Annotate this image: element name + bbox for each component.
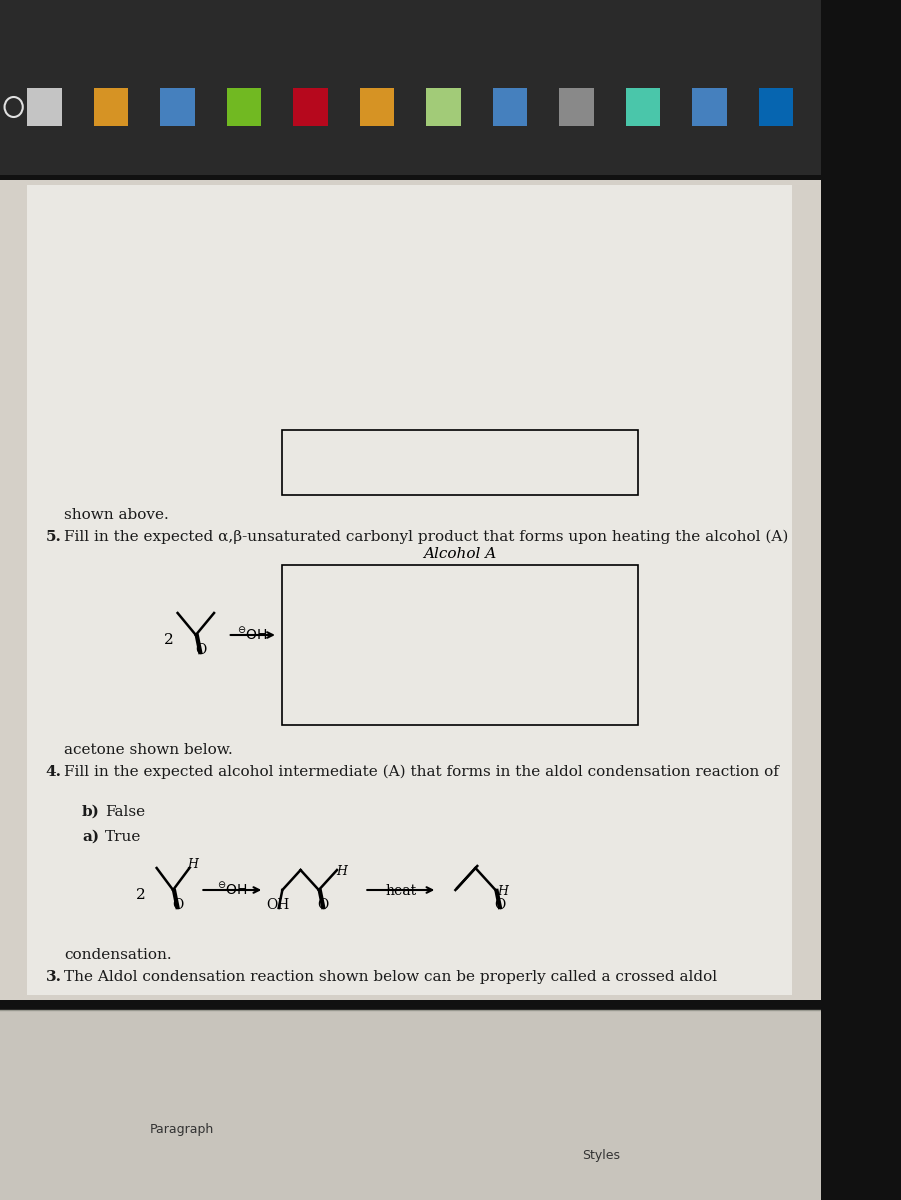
Text: False: False [105,805,145,818]
Text: shown above.: shown above. [64,508,168,522]
Text: condensation.: condensation. [64,948,171,962]
Text: Paragraph: Paragraph [150,1123,214,1136]
Bar [625,88,660,126]
Text: The Aldol condensation reaction shown below can be properly called a crossed ald: The Aldol condensation reaction shown be… [64,970,717,984]
Bar [27,88,62,126]
Text: OH: OH [266,898,289,912]
Text: H: H [336,865,347,878]
Text: $^{\ominus}$OH: $^{\ominus}$OH [237,626,268,643]
Text: 3.: 3. [46,970,61,984]
Bar [359,88,395,126]
Text: True: True [105,830,141,844]
Text: Fill in the expected α,β-unsaturated carbonyl product that forms upon heating th: Fill in the expected α,β-unsaturated car… [64,530,788,545]
Bar [759,88,793,126]
Bar [160,88,195,126]
Bar [227,88,261,126]
Text: b): b) [82,805,100,818]
Text: H: H [497,886,508,898]
Text: O: O [495,898,505,912]
Text: Fill in the expected alcohol intermediate (A) that forms in the aldol condensati: Fill in the expected alcohol intermediat… [64,766,778,779]
Text: $^{\ominus}$OH: $^{\ominus}$OH [217,881,248,898]
Text: O: O [172,898,183,912]
Bar [94,88,129,126]
Bar [0,180,821,1000]
Bar [560,88,594,126]
Text: heat: heat [386,884,416,898]
Text: 4.: 4. [46,766,61,779]
Bar [426,88,461,126]
Text: 5.: 5. [46,530,61,544]
Bar [282,565,638,725]
Bar [0,1010,821,1200]
Text: acetone shown below.: acetone shown below. [64,743,232,757]
Bar [27,185,792,995]
Text: Styles: Styles [582,1148,620,1162]
Text: 2: 2 [164,634,173,647]
Text: a): a) [82,830,99,844]
Bar [493,88,527,126]
Text: 2: 2 [136,888,146,902]
Bar [0,0,821,175]
Text: Alcohol A: Alcohol A [423,547,496,560]
Bar [282,430,638,494]
Text: O: O [195,643,206,658]
Bar [294,88,328,126]
Bar [692,88,727,126]
Text: O: O [318,898,329,912]
Text: H: H [187,858,198,870]
